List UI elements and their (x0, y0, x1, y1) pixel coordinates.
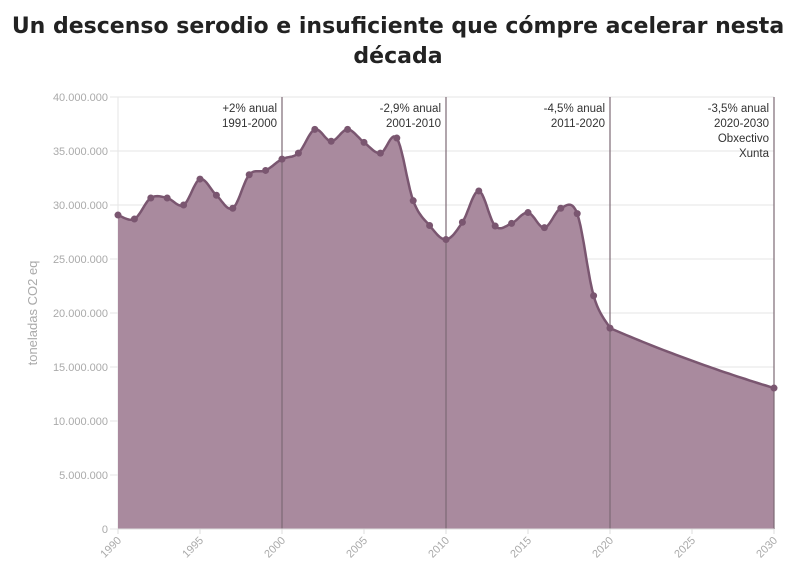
data-point (212, 191, 220, 199)
y-tick-label: 35.000.000 (53, 146, 108, 158)
data-point (426, 222, 434, 230)
data-point (409, 197, 417, 205)
annotation-text: -2,9% anual (380, 103, 441, 115)
data-point (442, 236, 450, 244)
data-point (327, 137, 335, 145)
x-tick-label: 2025 (672, 535, 698, 561)
data-point (163, 194, 171, 202)
annotation-text: -3,5% anual (708, 103, 769, 115)
annotation-text: 2001-2010 (386, 118, 441, 130)
data-point (344, 125, 352, 133)
data-point (770, 384, 778, 392)
y-tick-label: 40.000.000 (53, 92, 108, 104)
x-tick-label: 2030 (754, 535, 780, 561)
data-point (393, 134, 401, 142)
data-point (590, 292, 598, 300)
data-point (557, 204, 565, 212)
y-tick-label: 20.000.000 (53, 308, 108, 320)
x-tick-label: 1995 (180, 535, 206, 561)
data-point (360, 138, 368, 146)
y-axis-label: toneladas CO2 eq (25, 261, 40, 366)
annotation-text: +2% anual (222, 103, 277, 115)
data-point (245, 171, 253, 179)
data-point (573, 210, 581, 218)
annotation-text: 2011-2020 (551, 118, 605, 130)
y-tick-label: 10.000.000 (53, 416, 108, 428)
data-point (606, 324, 614, 332)
data-point (311, 125, 319, 133)
y-tick-label: 25.000.000 (53, 254, 108, 266)
chart-title: Un descenso serodio e insuficiente que c… (11, 14, 785, 69)
data-point (458, 218, 466, 226)
data-point (491, 222, 499, 230)
annotation-text: Xunta (739, 148, 770, 160)
x-tick-label: 2015 (508, 535, 534, 561)
y-tick-label: 30.000.000 (53, 200, 108, 212)
data-point (229, 204, 237, 212)
y-tick-label: 5.000.000 (59, 470, 108, 482)
data-point (147, 194, 155, 202)
x-tick-label: 2000 (262, 535, 288, 561)
data-point (508, 219, 516, 227)
annotation-text: 1991-2000 (222, 118, 277, 130)
x-tick-label: 2010 (426, 535, 452, 561)
y-tick-label: 15.000.000 (53, 362, 108, 374)
x-tick-label: 1990 (98, 535, 124, 561)
data-point (294, 149, 302, 157)
data-point (524, 209, 532, 217)
data-point (262, 166, 270, 174)
annotation-text: 2020-2030 (714, 118, 769, 130)
annotation-text: Obxectivo (718, 133, 769, 145)
data-point (376, 149, 384, 157)
data-point (540, 224, 548, 232)
data-point (114, 211, 122, 219)
data-point (130, 215, 138, 223)
data-point (180, 201, 188, 209)
data-point (278, 155, 286, 163)
y-tick-label: 0 (102, 524, 108, 536)
data-point (196, 175, 204, 183)
x-tick-label: 2020 (590, 535, 616, 561)
data-point (475, 187, 483, 195)
annotation-text: -4,5% anual (544, 103, 605, 115)
x-tick-label: 2005 (344, 535, 370, 561)
